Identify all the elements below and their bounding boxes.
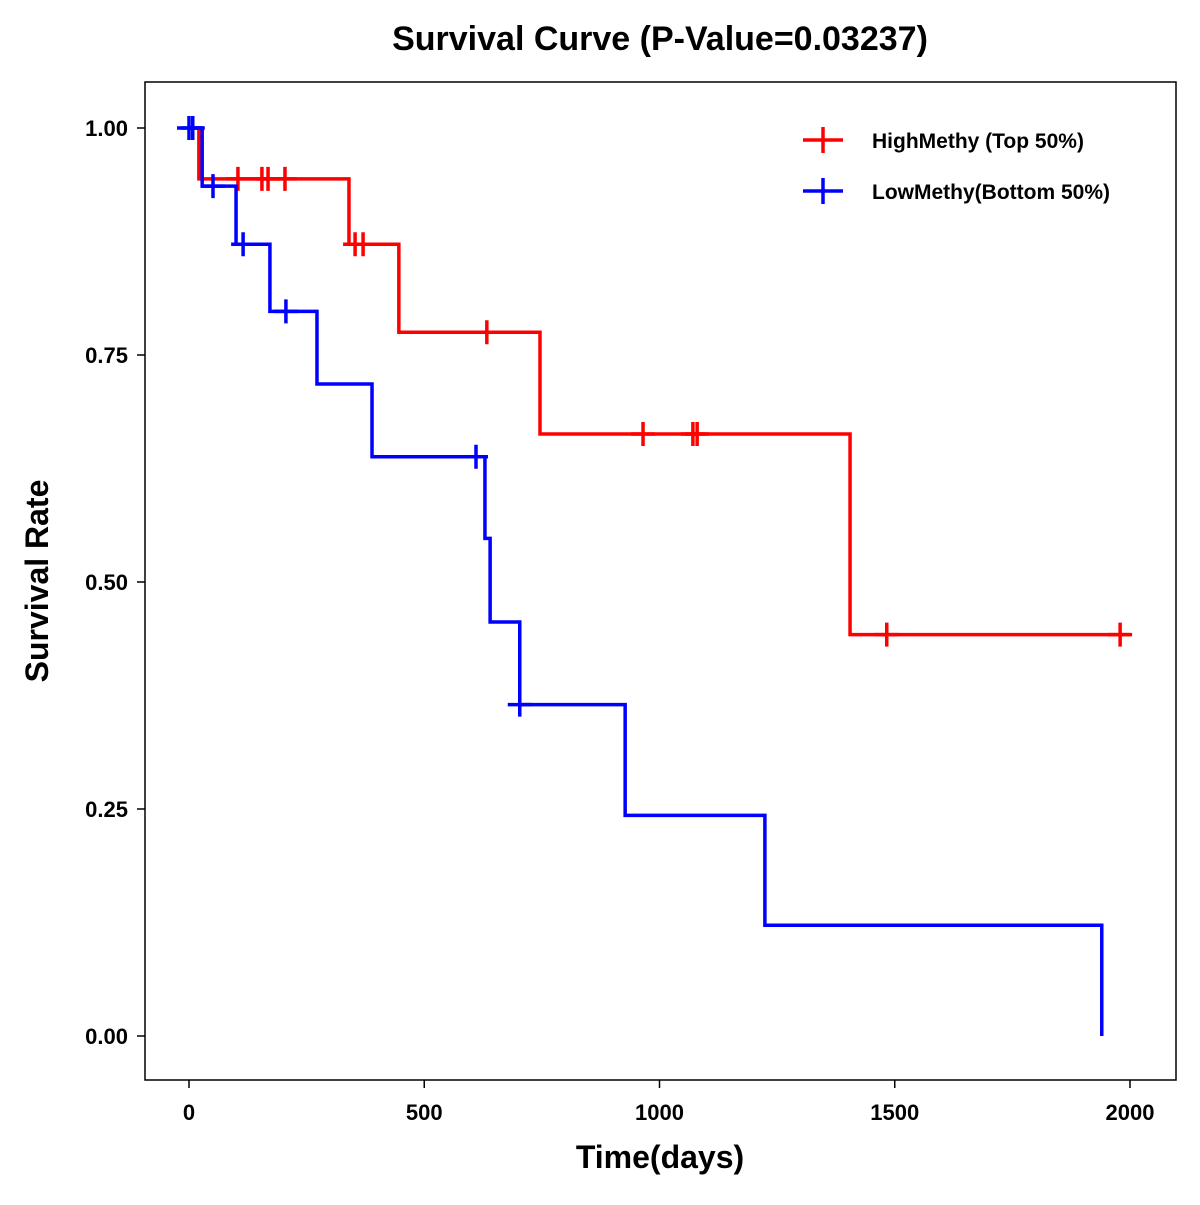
- legend-label: HighMethy (Top 50%): [872, 130, 1084, 153]
- censor-mark: [200, 174, 225, 199]
- censor-mark: [273, 299, 298, 324]
- censor-mark: [180, 116, 205, 140]
- censor-mark: [1108, 622, 1133, 647]
- y-axis-label: Survival Rate: [19, 480, 55, 683]
- legend-label: LowMethy(Bottom 50%): [872, 181, 1110, 204]
- x-tick-label: 0: [183, 1100, 195, 1125]
- x-tick-label: 1500: [870, 1100, 919, 1125]
- censor-mark: [225, 166, 250, 191]
- survival-curve-low: [189, 126, 1104, 1036]
- censor-mark: [685, 421, 710, 446]
- censor-mark: [272, 166, 297, 191]
- survival-curve-high: [189, 126, 1130, 637]
- y-tick-label: 0.50: [85, 570, 128, 595]
- y-tick-label: 0.75: [85, 343, 128, 368]
- legend-key: [803, 178, 843, 204]
- x-tick-label: 2000: [1106, 1100, 1155, 1125]
- censor-mark: [874, 622, 899, 647]
- censor-mark: [351, 232, 376, 257]
- chart-title: Survival Curve (P-Value=0.03237): [392, 20, 928, 58]
- x-tick-label: 500: [406, 1100, 443, 1125]
- legend-key: [803, 127, 843, 153]
- censor-mark: [631, 421, 656, 446]
- plot-panel: [144, 81, 1177, 1081]
- censor-mark: [507, 692, 532, 717]
- censor-mark: [464, 444, 489, 469]
- censor-mark: [474, 320, 499, 345]
- x-tick-label: 1000: [635, 1100, 684, 1125]
- censor-mark: [231, 232, 256, 257]
- y-tick-label: 0.00: [85, 1024, 128, 1049]
- y-tick-label: 0.25: [85, 797, 128, 822]
- y-tick-label: 1.00: [85, 116, 128, 141]
- legend: HighMethy (Top 50%) LowMethy(Bottom 50%): [803, 127, 1110, 204]
- x-axis-label: Time(days): [576, 1139, 744, 1175]
